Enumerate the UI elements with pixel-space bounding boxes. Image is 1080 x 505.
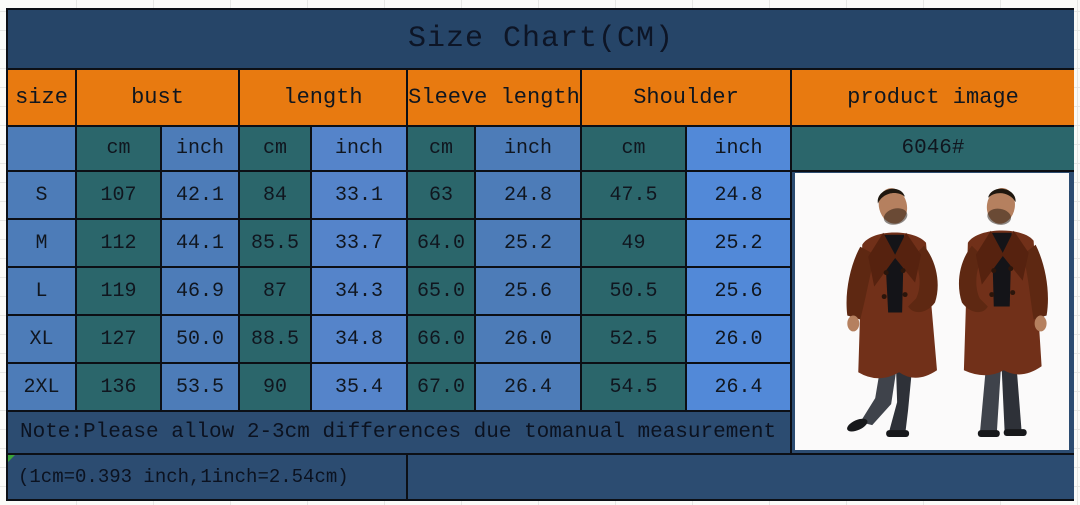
- xl-sho-in: 26.0: [687, 316, 792, 364]
- man-right: [958, 188, 1048, 438]
- xl-bust-cm: 127: [77, 316, 162, 364]
- size-chart-table: Size Chart(CM) size bust length Sleeve l…: [6, 8, 1074, 501]
- 2xl-bust-in: 53.5: [162, 364, 240, 412]
- l-size: L: [8, 268, 77, 316]
- header-product-image: product image: [792, 70, 1074, 127]
- header-shoulder: Shoulder: [582, 70, 792, 127]
- unit-inch: inch: [476, 127, 582, 172]
- m-sho-in: 25.2: [687, 220, 792, 268]
- 2xl-len-in: 35.4: [312, 364, 408, 412]
- 2xl-size: 2XL: [8, 364, 77, 412]
- m-len-cm: 85.5: [240, 220, 312, 268]
- l-slv-cm: 65.0: [408, 268, 476, 316]
- l-sho-cm: 50.5: [582, 268, 687, 316]
- product-code: 6046#: [792, 127, 1074, 172]
- empty-cell: [408, 455, 1074, 499]
- l-len-cm: 87: [240, 268, 312, 316]
- l-len-in: 34.3: [312, 268, 408, 316]
- header-length: length: [240, 70, 408, 127]
- two-men-brown-coats-illustration: [846, 188, 1048, 438]
- note-conversion: (1cm=0.393 inch,1inch=2.54cm): [8, 455, 408, 499]
- s-bust-in: 42.1: [162, 172, 240, 220]
- xl-sho-cm: 52.5: [582, 316, 687, 364]
- note-measurement: Note:Please allow 2-3cm differences due …: [8, 412, 792, 455]
- man-left: [846, 188, 938, 438]
- m-len-in: 33.7: [312, 220, 408, 268]
- unit-inch: inch: [162, 127, 240, 172]
- 2xl-slv-in: 26.4: [476, 364, 582, 412]
- m-sho-cm: 49: [582, 220, 687, 268]
- header-sleeve-length: Sleeve length: [408, 70, 582, 127]
- s-bust-cm: 107: [77, 172, 162, 220]
- s-sho-cm: 47.5: [582, 172, 687, 220]
- xl-len-in: 34.8: [312, 316, 408, 364]
- unit-cm: cm: [582, 127, 687, 172]
- product-photo: [795, 173, 1069, 450]
- xl-size: XL: [8, 316, 77, 364]
- 2xl-sho-in: 26.4: [687, 364, 792, 412]
- s-slv-in: 24.8: [476, 172, 582, 220]
- xl-slv-in: 26.0: [476, 316, 582, 364]
- unit-cm: cm: [77, 127, 162, 172]
- unit-cm: cm: [408, 127, 476, 172]
- xl-slv-cm: 66.0: [408, 316, 476, 364]
- l-bust-in: 46.9: [162, 268, 240, 316]
- xl-len-cm: 88.5: [240, 316, 312, 364]
- 2xl-bust-cm: 136: [77, 364, 162, 412]
- 2xl-len-cm: 90: [240, 364, 312, 412]
- cell-corner-marker: [8, 455, 15, 462]
- unit-inch: inch: [687, 127, 792, 172]
- unit-cm: cm: [240, 127, 312, 172]
- chart-title: Size Chart(CM): [8, 10, 1074, 70]
- header-bust: bust: [77, 70, 240, 127]
- product-photo-cell: [792, 172, 1074, 455]
- l-slv-in: 25.6: [476, 268, 582, 316]
- s-size: S: [8, 172, 77, 220]
- l-sho-in: 25.6: [687, 268, 792, 316]
- unit-inch: inch: [312, 127, 408, 172]
- 2xl-slv-cm: 67.0: [408, 364, 476, 412]
- m-size: M: [8, 220, 77, 268]
- xl-bust-in: 50.0: [162, 316, 240, 364]
- 2xl-sho-cm: 54.5: [582, 364, 687, 412]
- s-len-in: 33.1: [312, 172, 408, 220]
- m-slv-in: 25.2: [476, 220, 582, 268]
- s-sho-in: 24.8: [687, 172, 792, 220]
- l-bust-cm: 119: [77, 268, 162, 316]
- m-slv-cm: 64.0: [408, 220, 476, 268]
- m-bust-cm: 112: [77, 220, 162, 268]
- subheader-blank: [8, 127, 77, 172]
- m-bust-in: 44.1: [162, 220, 240, 268]
- s-len-cm: 84: [240, 172, 312, 220]
- s-slv-cm: 63: [408, 172, 476, 220]
- header-size: size: [8, 70, 77, 127]
